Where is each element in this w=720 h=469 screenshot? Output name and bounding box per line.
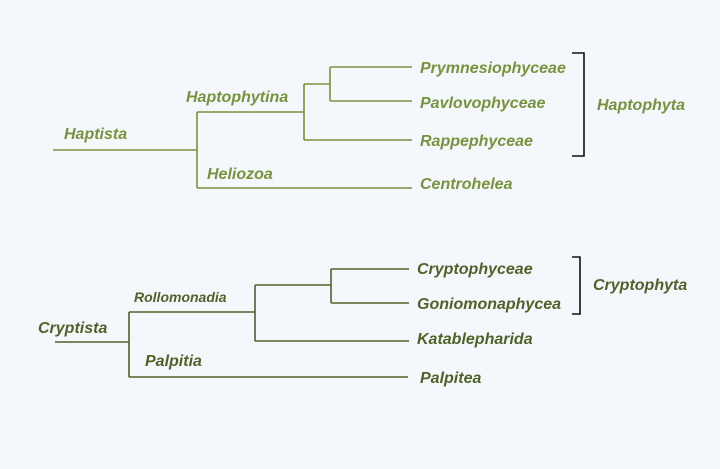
palpitia-label: Palpitia [145,353,202,370]
haptophyta-group-label: Haptophyta [597,97,685,114]
rappephyceae-label: Rappephyceae [420,133,533,150]
haptophytina-label: Haptophytina [186,89,288,106]
haptista-tree: Haptista Haptophytina Heliozoa Prymnesio… [53,52,685,193]
haptista-label: Haptista [64,126,127,143]
cryptophyceae-label: Cryptophyceae [417,261,533,278]
rollomonadia-label: Rollomonadia [134,289,227,305]
katablepharida-label: Katablepharida [417,331,533,348]
haptophyta-bracket [572,52,585,157]
centrohelea-label: Centrohelea [420,176,513,193]
cryptista-tree: Cryptista Rollomonadia Palpitia Cryptoph… [38,256,687,387]
cryptophyta-bracket [572,256,581,315]
pavlovophyceae-label: Pavlovophyceae [420,95,546,112]
palpitea-label: Palpitea [420,370,481,387]
prymnesiophyceae-label: Prymnesiophyceae [420,60,566,77]
cryptista-label: Cryptista [38,320,107,337]
cryptophyta-group-label: Cryptophyta [593,277,687,294]
goniomonaphycea-label: Goniomonaphycea [417,296,561,313]
heliozoa-label: Heliozoa [207,166,273,183]
